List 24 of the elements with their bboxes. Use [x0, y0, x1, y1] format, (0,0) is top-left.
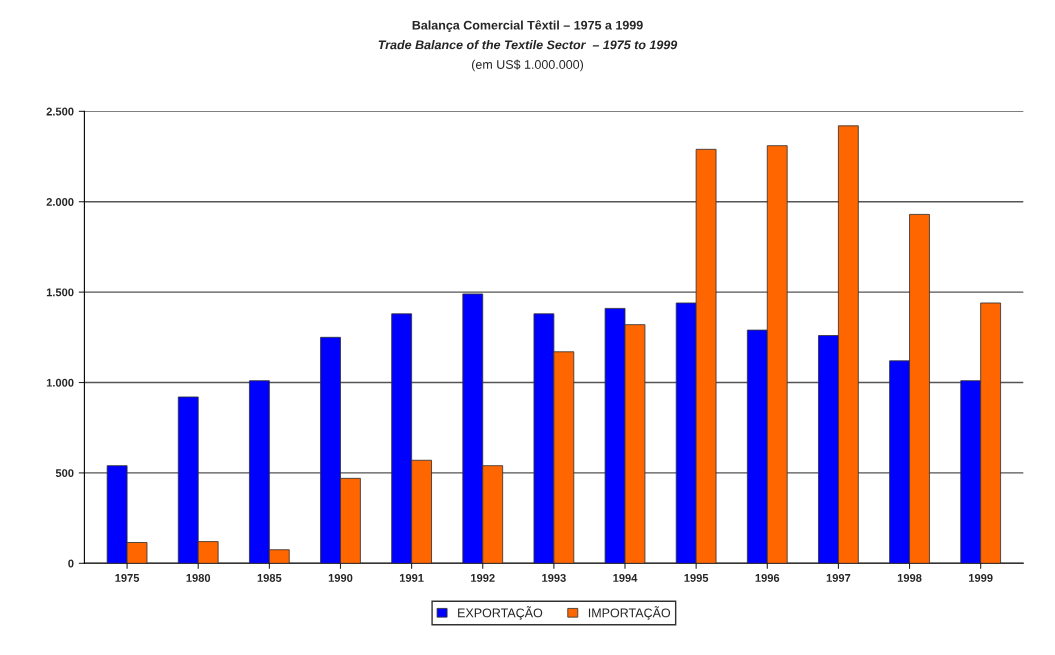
x-tick-label: 1990: [328, 574, 353, 582]
legend-label: EXPORTAÇÃO: [458, 606, 543, 620]
y-tick-label: 2.000: [46, 198, 74, 206]
chart-subtitle: Trade Balance of the Textile Sector – 1975 to 1999: [378, 40, 678, 50]
y-tick-label: 2.500: [46, 107, 74, 116]
y-tick-label: 1.500: [46, 288, 74, 297]
y-tick-label: 1.000: [46, 378, 74, 387]
x-tick-label: 1993: [542, 574, 566, 582]
chart-title: Balança Comercial Têxtil – 1975 a 1999: [412, 20, 643, 33]
x-tick-label: 1998: [897, 574, 922, 582]
x-tick-label: 1997: [826, 574, 851, 582]
x-tick-label: 1999: [969, 574, 993, 582]
x-tick-label: 1995: [684, 574, 709, 582]
x-tick-label: 1991: [399, 574, 424, 582]
x-tick-label: 1992: [471, 574, 495, 582]
legend-label: IMPORTAÇÃO: [588, 606, 671, 620]
x-tick-label: 1996: [755, 574, 780, 582]
y-tick-label: 0: [68, 559, 74, 568]
text: (em US$ 1.000.000): [472, 59, 584, 72]
x-tick-label: 1980: [186, 574, 211, 582]
y-tick-label: 500: [55, 469, 74, 478]
x-tick-label: 1985: [257, 574, 282, 582]
x-tick-label: 1975: [115, 574, 140, 582]
x-tick-label: 1994: [613, 574, 638, 582]
